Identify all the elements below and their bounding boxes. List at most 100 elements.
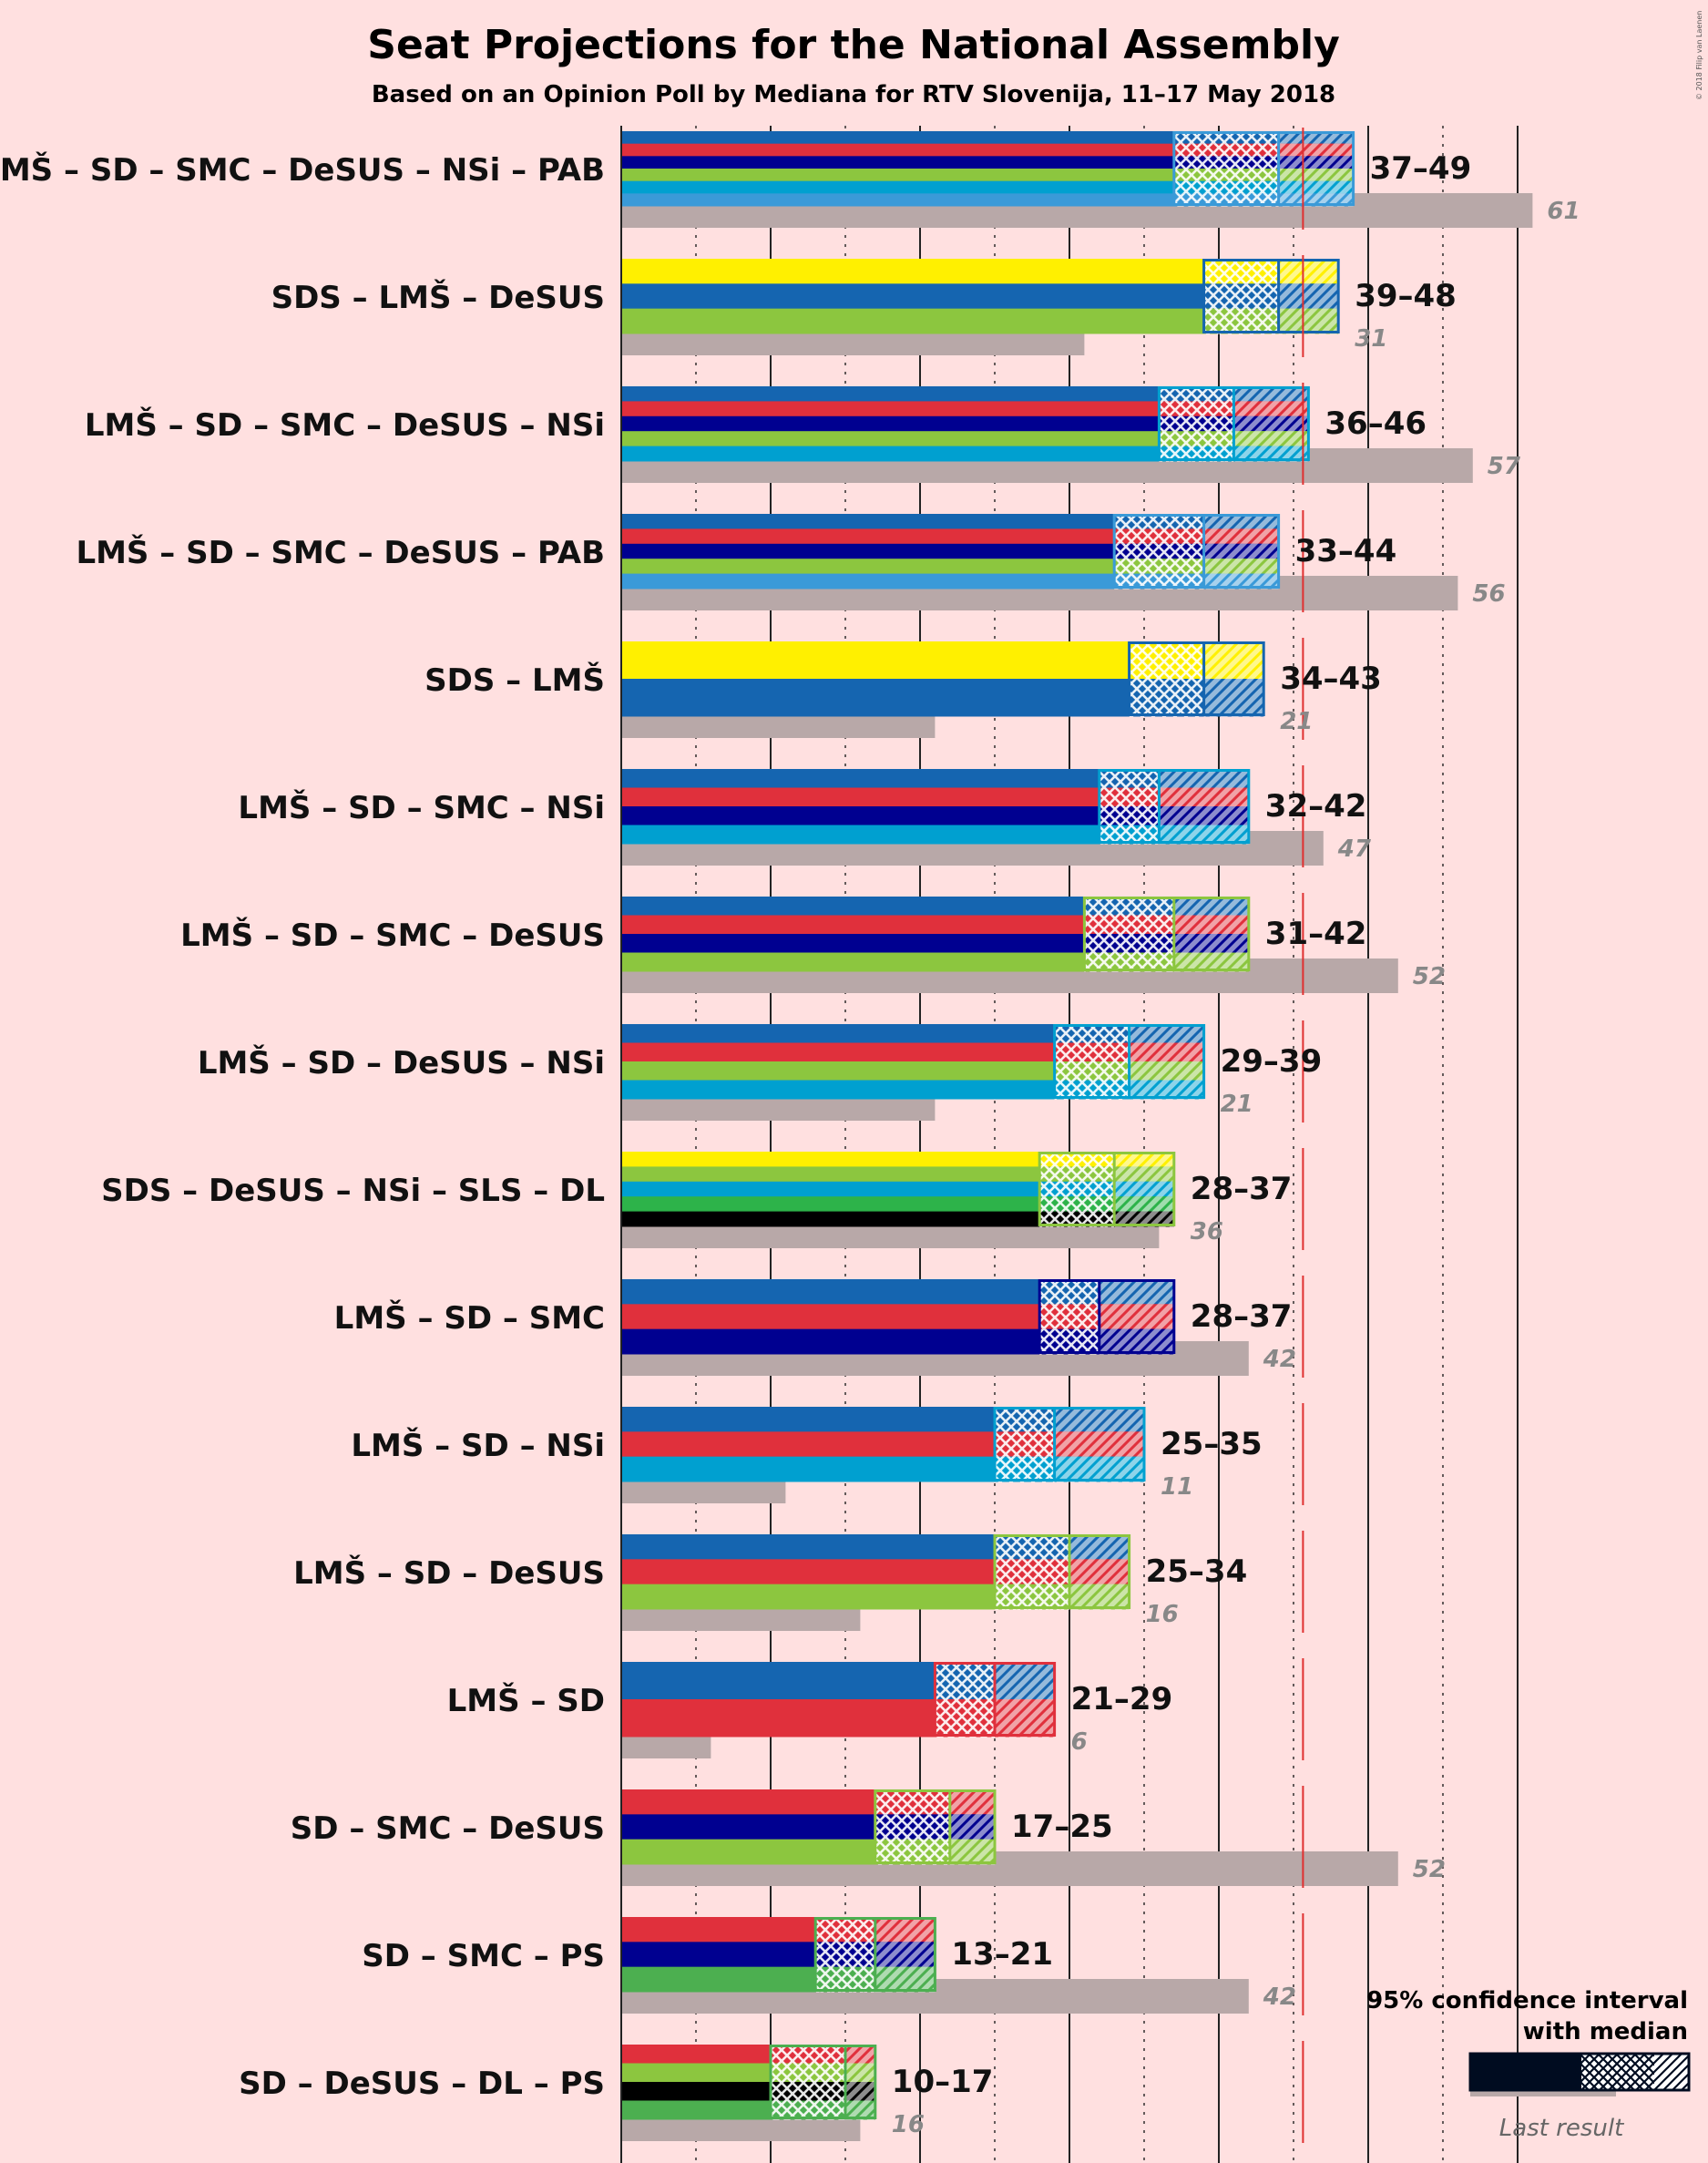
ci-lower-hatch (995, 1584, 1069, 1610)
ci-upper-hatch (1173, 897, 1249, 916)
party-stripe (621, 1211, 1174, 1227)
party-stripe (621, 825, 1249, 845)
ci-lower-hatch (1039, 1196, 1115, 1213)
ci-upper-hatch (1203, 573, 1279, 589)
ci-upper-hatch (1233, 446, 1309, 462)
party-stripe (621, 1166, 1174, 1183)
coalition-row: SDS – LMŠ 34–43 21 (424, 638, 1382, 740)
ci-lower-hatch (995, 1534, 1069, 1560)
range-label: 36–46 (1324, 405, 1427, 442)
last-result-label: 56 (1472, 580, 1505, 608)
ci-outline (1128, 641, 1265, 716)
coalition-label: LMŠ – SD – DeSUS (293, 1554, 605, 1592)
coalition-label: LMŠ – SD – SMC – DeSUS – PAB (76, 534, 605, 571)
ci-outline (1098, 769, 1251, 844)
ci-lower-hatch (935, 1662, 995, 1700)
ci-lower-hatch (1114, 528, 1204, 545)
party-stripe (621, 156, 1354, 169)
party-stripe (621, 143, 1354, 157)
ci-lower-hatch (1039, 1166, 1115, 1183)
ci-upper-hatch (1099, 1328, 1174, 1355)
ci-upper-hatch (1233, 386, 1309, 402)
ci-upper-hatch (1054, 1407, 1144, 1432)
last-result-label: 42 (1263, 1984, 1296, 2011)
ci-lower-hatch (815, 1917, 875, 1943)
coalition-label: SD – DeSUS – DL – PS (239, 2066, 605, 2102)
range-label: 17–25 (1011, 1809, 1113, 1845)
last-result-label: 6 (1071, 1728, 1088, 1756)
ci-lower-hatch (874, 1839, 950, 1865)
projection-bar (621, 1279, 1174, 1355)
last-result-label: 11 (1161, 1473, 1193, 1501)
ci-upper-hatch (1278, 169, 1354, 182)
ci-upper-hatch (874, 1966, 936, 1993)
ci-upper-hatch (1278, 156, 1354, 169)
ci-lower-hatch (771, 2063, 845, 2083)
ci-upper-hatch (1054, 1456, 1144, 1482)
ci-lower-hatch (1173, 156, 1279, 169)
ci-outline (1082, 897, 1251, 971)
ci-lower-hatch (1159, 401, 1234, 417)
ci-upper-hatch (845, 2082, 875, 2101)
coalition-label: SDS – DeSUS – NSi – SLS – DL (101, 1173, 605, 1209)
party-stripe (621, 787, 1249, 807)
range-label: 25–34 (1146, 1553, 1248, 1590)
ci-upper-hatch (1114, 1152, 1174, 1167)
coalition-label: LMŠ – SD – NSi (351, 1427, 605, 1464)
ci-lower-hatch (1054, 1061, 1130, 1081)
ci-upper-hatch (1278, 143, 1354, 157)
ci-lower-hatch (995, 1407, 1055, 1432)
ci-upper-hatch (1233, 401, 1309, 417)
ci-lower-hatch (1114, 573, 1204, 589)
legend-ci-crosshatch (1581, 2054, 1654, 2090)
legend-last-result-label: Last result (1499, 2115, 1624, 2142)
ci-outline (1112, 514, 1281, 589)
range-label: 21–29 (1071, 1681, 1173, 1717)
ci-lower-hatch (1173, 193, 1279, 207)
projection-bar (621, 386, 1309, 462)
coalition-row: SDS – DeSUS – NSi – SLS – DL 28–37 36 (101, 1148, 1304, 1250)
ci-lower-hatch (1114, 559, 1204, 575)
ci-lower-hatch (1159, 386, 1234, 402)
copyright-notice: © 2018 Filip van Laenen (1695, 11, 1703, 100)
last-result-label: 31 (1355, 325, 1387, 353)
projection-bar (621, 1024, 1204, 1100)
ci-upper-hatch (1278, 180, 1354, 194)
ci-upper-hatch (845, 2100, 875, 2120)
last-result-label: 57 (1488, 453, 1521, 480)
ci-upper-hatch (1159, 806, 1249, 825)
ci-lower-hatch (1159, 446, 1234, 462)
ci-upper-hatch (1203, 514, 1279, 529)
ci-lower-hatch (1084, 915, 1174, 935)
ci-upper-hatch (1173, 934, 1249, 953)
ci-upper-hatch (995, 1699, 1055, 1738)
ci-lower-hatch (874, 1814, 950, 1840)
ci-upper-hatch (1203, 559, 1279, 575)
coalition-row: LMŠ – SD – NSi 25–35 11 (351, 1403, 1304, 1505)
ci-upper-hatch (1069, 1584, 1130, 1610)
ci-lower-hatch (1054, 1080, 1130, 1100)
ci-upper-hatch (1099, 1279, 1174, 1305)
coalition-row: LMŠ – SD – SMC – DeSUS – NSi – PAB 37–49 6… (0, 128, 1580, 230)
ci-upper-hatch (995, 1662, 1055, 1700)
chart-title: Seat Projections for the National Assemb… (367, 22, 1340, 68)
party-stripe (621, 431, 1309, 447)
coalition-rows: LMŠ – SD – SMC – DeSUS – NSi – PAB 37–49 6… (0, 126, 1580, 2163)
last-result-label: 21 (1221, 1091, 1253, 1118)
ci-lower-hatch (1039, 1211, 1115, 1227)
chart-subtitle: Based on an Opinion Poll by Mediana for … (372, 81, 1335, 108)
coalition-label: SD – SMC – PS (362, 1938, 605, 1974)
coalition-row: SD – SMC – DeSUS 17–25 52 (291, 1786, 1446, 1888)
ci-lower-hatch (771, 2045, 845, 2064)
ci-upper-hatch (1203, 679, 1264, 717)
last-result-label: 21 (1280, 708, 1313, 735)
range-label: 39–48 (1355, 278, 1457, 314)
projection-bar (621, 769, 1249, 845)
ci-outline (769, 2045, 877, 2119)
projection-bar (621, 2045, 875, 2120)
ci-upper-hatch (949, 1814, 995, 1840)
coalition-row: LMŠ – SD – SMC – DeSUS – NSi 36–46 57 (85, 383, 1521, 485)
ci-upper-hatch (1278, 131, 1354, 145)
projection-bar (621, 131, 1354, 207)
range-label: 28–37 (1191, 1298, 1293, 1335)
